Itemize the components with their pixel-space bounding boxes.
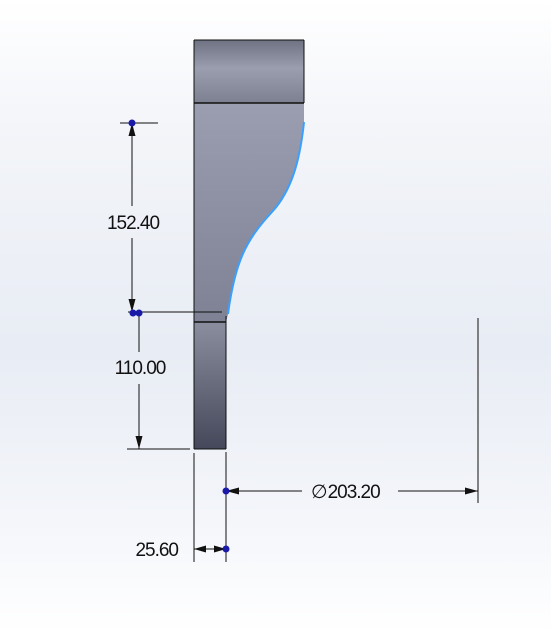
dimension-label-diameter[interactable]: ∅203.20 (311, 482, 381, 503)
profile-curve[interactable] (227, 121, 305, 315)
part-top-band[interactable] (194, 40, 304, 103)
arrowhead (128, 299, 136, 312)
arrowhead (465, 487, 478, 495)
dimension-diameter[interactable]: ∅203.20 (225, 318, 479, 562)
dimension-label-width[interactable]: 25.60 (135, 540, 179, 561)
sketch-point[interactable] (222, 487, 230, 495)
sketch-point[interactable] (128, 119, 136, 127)
part-body[interactable] (193, 39, 305, 450)
sketch-point[interactable] (135, 309, 143, 317)
arrowhead (128, 123, 136, 136)
sketch-point[interactable] (222, 545, 230, 553)
sketch-points (128, 119, 230, 553)
arrowhead (214, 545, 226, 553)
dimension-width[interactable]: 25.60 (135, 453, 226, 562)
diameter-value: 203.20 (328, 482, 381, 503)
dimension-lower-height[interactable]: 110.00 (115, 313, 190, 450)
arrowhead (226, 487, 239, 495)
arrowhead (194, 545, 206, 553)
part-stem[interactable] (194, 322, 226, 449)
sketch-point[interactable] (129, 309, 137, 317)
arrowhead (135, 436, 143, 449)
diameter-symbol: ∅ (311, 482, 327, 503)
part-curved-section[interactable] (194, 103, 304, 322)
dimension-label-lower[interactable]: 110.00 (115, 358, 167, 379)
dimension-upper-height[interactable]: 152.40 (107, 122, 222, 313)
dimension-label-upper[interactable]: 152.40 (107, 213, 161, 234)
